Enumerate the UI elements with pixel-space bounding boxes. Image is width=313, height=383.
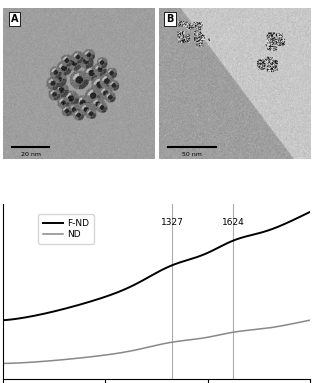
Text: 50 nm: 50 nm: [182, 152, 202, 157]
Text: 20 nm: 20 nm: [21, 152, 41, 157]
Text: 1327: 1327: [161, 218, 184, 228]
F-ND: [151, 273, 154, 277]
Text: B: B: [166, 14, 174, 24]
ND: [299, 320, 303, 324]
F-ND: [299, 214, 303, 219]
ND: [308, 318, 312, 322]
ND: [17, 361, 21, 365]
ND: [299, 320, 303, 324]
F-ND: [299, 214, 303, 219]
ND: [1, 361, 5, 366]
ND: [151, 344, 154, 349]
Line: ND: ND: [3, 320, 310, 363]
F-ND: [17, 316, 21, 321]
ND: [243, 328, 247, 333]
ND: [142, 346, 146, 350]
Line: F-ND: F-ND: [3, 212, 310, 320]
Legend: F-ND, ND: F-ND, ND: [38, 214, 94, 244]
F-ND: [243, 234, 247, 239]
F-ND: [308, 210, 312, 214]
F-ND: [1, 318, 5, 322]
F-ND: [142, 277, 146, 282]
Text: 1624: 1624: [222, 218, 244, 228]
Text: A: A: [11, 14, 18, 24]
